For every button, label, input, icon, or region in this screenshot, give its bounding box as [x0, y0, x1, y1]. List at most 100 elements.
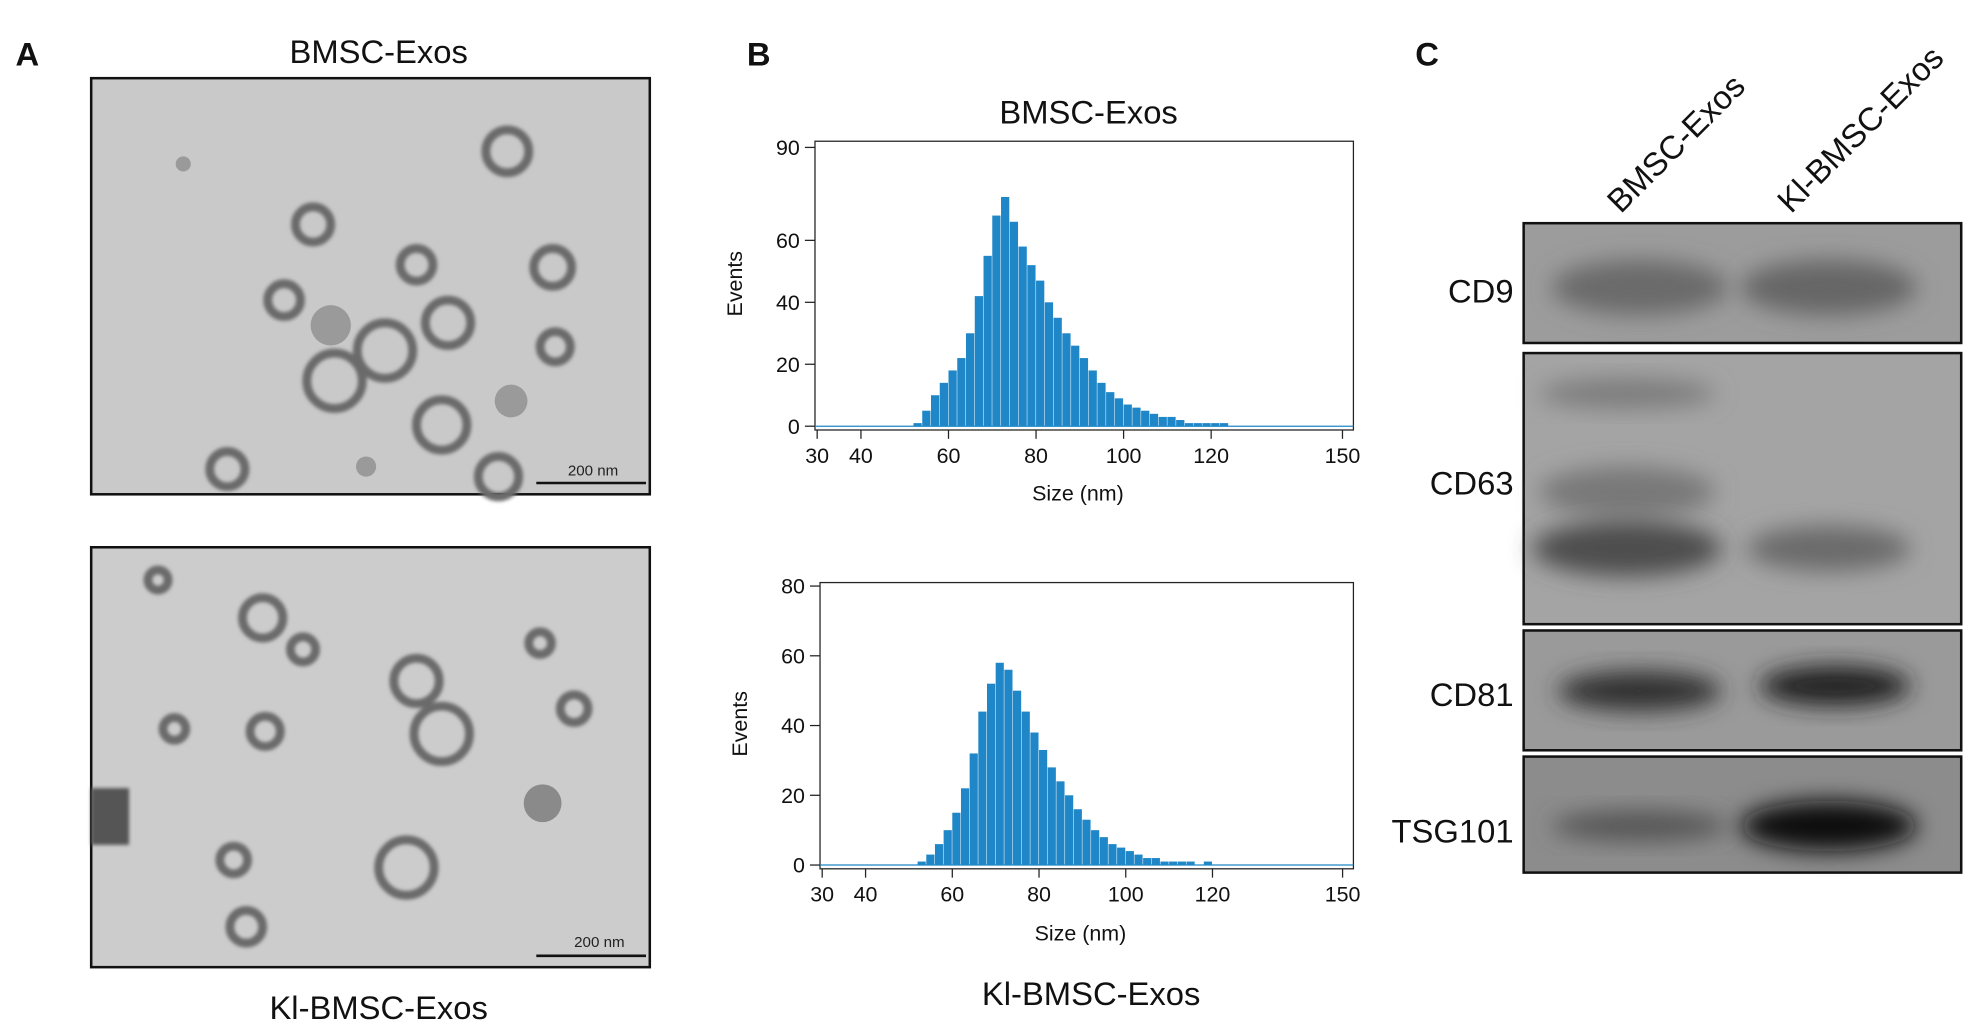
- chart-title: BMSC-Exos: [999, 94, 1177, 131]
- y-tick-label: 90: [776, 136, 800, 160]
- x-tick-label: 80: [1027, 883, 1051, 907]
- bar: [995, 662, 1004, 866]
- x-tick-label: 30: [805, 444, 829, 468]
- bar: [966, 333, 975, 427]
- bar: [1056, 781, 1065, 866]
- x-tick-label: 120: [1193, 444, 1229, 468]
- bar: [960, 788, 970, 866]
- y-tick-label: 80: [781, 575, 805, 599]
- bar: [1176, 420, 1185, 427]
- bar: [1065, 795, 1074, 866]
- bar: [1184, 423, 1194, 427]
- bar: [943, 830, 952, 866]
- bar: [1167, 416, 1176, 427]
- bar: [1160, 861, 1169, 866]
- x-axis-label: Size (nm): [1032, 482, 1124, 506]
- x-tick-label: 120: [1195, 883, 1231, 907]
- bar: [1013, 690, 1022, 866]
- panel-label: C: [1415, 36, 1439, 73]
- bar: [1151, 858, 1160, 866]
- bar: [1047, 767, 1056, 866]
- bar: [1039, 749, 1048, 866]
- x-tick-label: 80: [1024, 444, 1048, 468]
- bar: [1193, 423, 1202, 427]
- bar: [969, 753, 978, 866]
- x-tick-label: 150: [1325, 444, 1361, 468]
- y-axis-label: Events: [723, 251, 747, 317]
- bar: [1071, 345, 1080, 427]
- y-tick-label: 40: [781, 714, 805, 738]
- y-tick-label: 60: [781, 644, 805, 668]
- bar: [1062, 333, 1071, 427]
- bar: [1202, 423, 1211, 427]
- bar: [1036, 280, 1045, 427]
- bar: [957, 358, 966, 427]
- y-axis-label: Events: [728, 691, 752, 757]
- bar: [1158, 416, 1167, 427]
- y-tick-label: 40: [776, 291, 800, 315]
- bar: [1079, 358, 1089, 427]
- bar: [1097, 382, 1106, 427]
- bar: [1169, 861, 1178, 866]
- bar: [1030, 732, 1039, 866]
- plot-frame: [814, 140, 1355, 431]
- bar: [986, 683, 996, 866]
- x-tick-label: 150: [1325, 883, 1361, 907]
- bar: [1082, 819, 1091, 866]
- bar: [1177, 861, 1186, 866]
- bar: [1073, 809, 1082, 866]
- bar: [983, 255, 992, 427]
- bar: [978, 711, 987, 866]
- image-label: Kl-BMSC-Exos: [269, 989, 487, 1026]
- x-tick-label: 100: [1108, 883, 1144, 907]
- bar: [913, 423, 922, 427]
- bar: [948, 370, 957, 427]
- y-tick-label: 0: [793, 854, 805, 878]
- y-tick-label: 20: [781, 784, 805, 808]
- x-tick-label: 30: [810, 883, 834, 907]
- bar: [1186, 861, 1195, 866]
- tem-image: 200 nm: [89, 76, 652, 502]
- bar: [934, 844, 944, 866]
- x-tick-label: 40: [849, 444, 873, 468]
- bar: [922, 410, 931, 427]
- bar: [1053, 317, 1062, 427]
- lane-label: BMSC-Exos: [1600, 67, 1752, 219]
- marker-label: CD9: [1448, 273, 1514, 310]
- bar: [974, 296, 984, 427]
- bar: [1004, 669, 1013, 866]
- bar: [1099, 837, 1108, 866]
- bar: [1211, 423, 1220, 427]
- bar: [926, 854, 935, 866]
- x-tick-label: 60: [940, 883, 964, 907]
- bar: [1203, 861, 1212, 866]
- y-tick-label: 0: [788, 415, 800, 439]
- y-tick-label: 20: [776, 353, 800, 377]
- panel-label: A: [16, 36, 40, 73]
- bar: [1027, 265, 1036, 427]
- bar: [1143, 858, 1152, 866]
- bar: [1141, 410, 1150, 427]
- scale-bar-label: 200 nm: [574, 934, 624, 951]
- bar: [1021, 711, 1030, 866]
- tem-image: 200 nm: [89, 546, 652, 969]
- blot: [1522, 629, 1963, 752]
- bar: [1132, 407, 1141, 427]
- bar: [1134, 854, 1143, 866]
- blot: [1522, 755, 1963, 874]
- bar: [1123, 404, 1132, 427]
- blot: [1522, 351, 1963, 626]
- chart-title: Kl-BMSC-Exos: [982, 975, 1200, 1012]
- bar: [1044, 302, 1054, 427]
- marker-label: TSG101: [1392, 812, 1514, 849]
- bar: [1149, 413, 1159, 427]
- blot: [1522, 221, 1963, 345]
- marker-label: CD81: [1430, 676, 1514, 713]
- x-tick-label: 100: [1106, 444, 1142, 468]
- bar: [1088, 370, 1097, 427]
- bar: [930, 395, 940, 427]
- y-tick-label: 60: [776, 229, 800, 253]
- bar: [1219, 423, 1229, 427]
- bar: [1001, 196, 1010, 427]
